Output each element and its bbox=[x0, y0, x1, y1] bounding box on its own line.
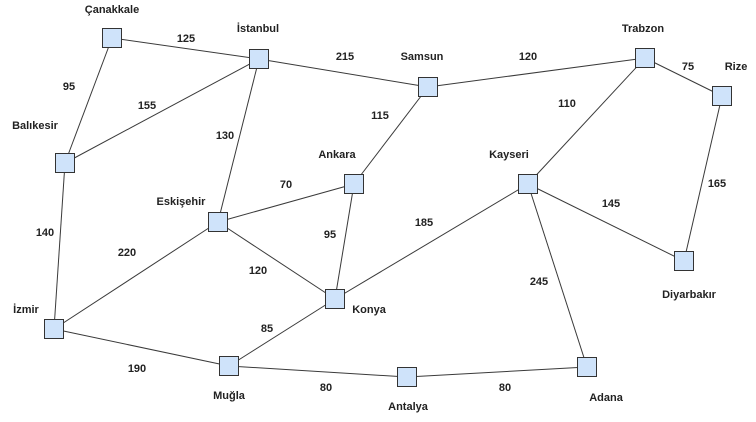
node-izmir bbox=[44, 319, 64, 339]
edge-rize-diyarbakir bbox=[683, 95, 723, 262]
edge-samsun-ankara bbox=[353, 86, 429, 185]
node-label-canakkale: Çanakkale bbox=[85, 4, 139, 16]
labels-layer: 125 95 155 215 130 120 115 75 110 165 140 70 95 185 14… bbox=[12, 4, 747, 413]
node-label-diyarbakir: Diyarbakır bbox=[662, 289, 717, 301]
node-adana bbox=[577, 357, 597, 377]
edge-samsun-trabzon bbox=[427, 57, 646, 88]
node-label-izmir: İzmir bbox=[13, 303, 39, 316]
edge-trabzon-kayseri bbox=[527, 57, 646, 185]
node-diyarbakir bbox=[674, 251, 694, 271]
node-antalya bbox=[397, 367, 417, 387]
edge-weight-kayseri-adana: 245 bbox=[530, 276, 548, 288]
node-label-antalya: Antalya bbox=[388, 401, 429, 413]
nodes-layer bbox=[44, 28, 732, 387]
edge-weight-balikesir-izmir: 140 bbox=[36, 227, 54, 239]
edge-weight-kayseri-konya: 185 bbox=[415, 217, 433, 229]
node-label-eskisehir: Eskişehir bbox=[157, 196, 207, 208]
edge-kayseri-diyarbakir bbox=[527, 183, 685, 262]
edge-weight-konya-mugla: 85 bbox=[261, 323, 273, 335]
edge-weight-samsun-ankara: 115 bbox=[371, 110, 389, 122]
edge-weight-mugla-antalya: 80 bbox=[320, 382, 332, 394]
node-label-rize: Rize bbox=[725, 61, 748, 73]
edge-konya-mugla bbox=[228, 298, 336, 367]
node-kayseri bbox=[518, 174, 538, 194]
edge-weight-trabzon-kayseri: 110 bbox=[558, 98, 576, 110]
node-istanbul bbox=[249, 49, 269, 69]
edge-weight-canakkale-balikesir: 95 bbox=[63, 81, 75, 93]
edge-weight-ankara-eskisehir: 70 bbox=[280, 179, 292, 191]
edges-layer bbox=[53, 37, 723, 378]
edge-kayseri-konya bbox=[334, 183, 529, 300]
edge-balikesir-izmir bbox=[53, 162, 66, 330]
edge-weight-antalya-adana: 80 bbox=[499, 382, 511, 394]
edge-weight-canakkale-istanbul: 125 bbox=[177, 33, 195, 45]
node-balikesir bbox=[55, 153, 75, 173]
edge-weight-istanbul-balikesir: 155 bbox=[138, 100, 156, 112]
edge-izmir-mugla bbox=[53, 328, 230, 367]
node-label-trabzon: Trabzon bbox=[622, 23, 664, 35]
edge-eskisehir-izmir bbox=[53, 221, 219, 330]
node-label-kayseri: Kayseri bbox=[489, 149, 529, 161]
node-samsun bbox=[418, 77, 438, 97]
edge-ankara-konya bbox=[334, 183, 355, 300]
edge-weight-eskisehir-konya: 120 bbox=[249, 265, 267, 277]
node-ankara bbox=[344, 174, 364, 194]
edge-istanbul-balikesir bbox=[64, 58, 260, 164]
edge-istanbul-eskisehir bbox=[217, 58, 260, 223]
edge-antalya-adana bbox=[406, 366, 588, 378]
edge-weight-istanbul-eskisehir: 130 bbox=[216, 130, 234, 142]
node-rize bbox=[712, 86, 732, 106]
edge-canakkale-istanbul bbox=[111, 37, 260, 60]
node-label-balikesir: Balıkesir bbox=[12, 120, 59, 132]
edge-weight-trabzon-rize: 75 bbox=[682, 61, 694, 73]
edge-trabzon-rize bbox=[644, 57, 723, 97]
node-canakkale bbox=[102, 28, 122, 48]
edge-kayseri-adana bbox=[527, 183, 588, 368]
edge-weight-rize-diyarbakir: 165 bbox=[708, 178, 726, 190]
node-label-ankara: Ankara bbox=[318, 149, 356, 161]
edge-weight-samsun-trabzon: 120 bbox=[519, 51, 537, 63]
edge-mugla-antalya bbox=[228, 365, 408, 378]
node-label-istanbul: İstanbul bbox=[237, 22, 279, 35]
edge-weight-izmir-mugla: 190 bbox=[128, 363, 146, 375]
node-label-konya: Konya bbox=[352, 304, 387, 316]
edge-weight-kayseri-diyarbakir: 145 bbox=[602, 198, 620, 210]
node-mugla bbox=[219, 356, 239, 376]
node-label-adana: Adana bbox=[589, 392, 624, 404]
edge-weight-eskisehir-izmir: 220 bbox=[118, 247, 136, 259]
edge-weight-istanbul-samsun: 215 bbox=[336, 51, 354, 63]
edge-canakkale-balikesir bbox=[64, 37, 113, 164]
edge-eskisehir-konya bbox=[217, 221, 336, 300]
node-label-samsun: Samsun bbox=[401, 51, 444, 63]
node-label-mugla: Muğla bbox=[213, 390, 246, 402]
edge-weight-ankara-konya: 95 bbox=[324, 229, 336, 241]
node-trabzon bbox=[635, 48, 655, 68]
node-konya bbox=[325, 289, 345, 309]
edge-istanbul-samsun bbox=[258, 58, 429, 88]
node-eskisehir bbox=[208, 212, 228, 232]
edge-ankara-eskisehir bbox=[217, 183, 355, 223]
